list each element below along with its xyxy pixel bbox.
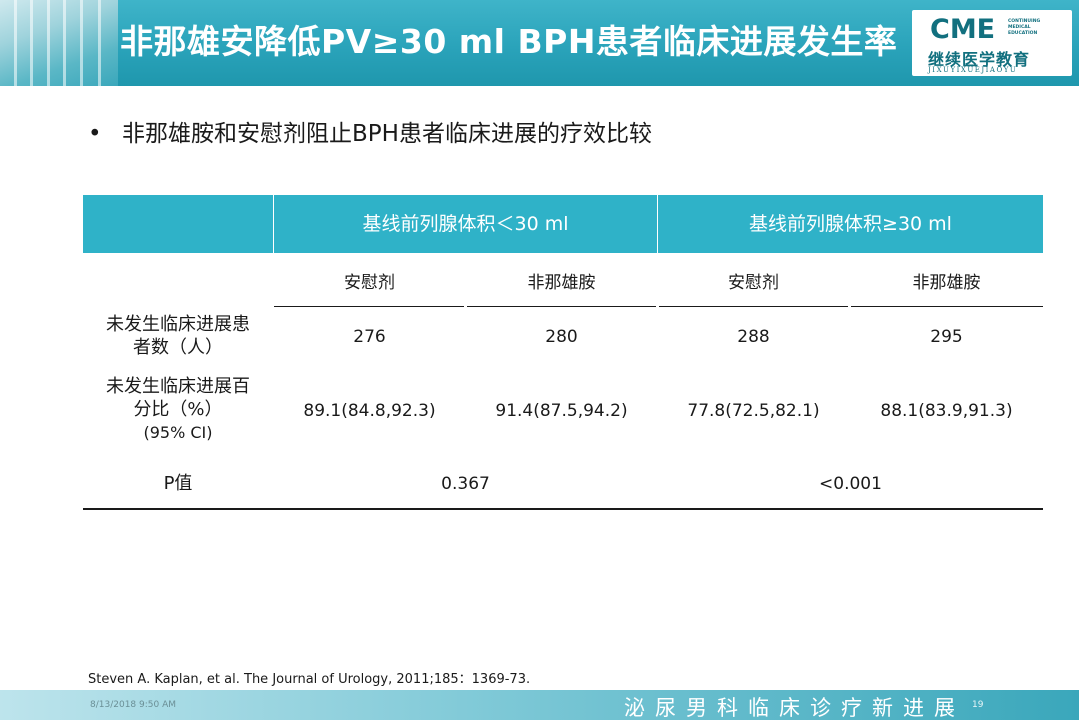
table-bottom-rule (83, 508, 1043, 510)
sub-header-rule (659, 306, 848, 307)
logo-cme-text: CME (930, 14, 996, 45)
table-cell: 288 (737, 327, 770, 347)
table-cell: 88.1(83.9,91.3) (880, 401, 1013, 421)
header-blank-cell (83, 195, 273, 253)
p-value-cell: 0.367 (441, 474, 490, 494)
sub-header-placebo: 安慰剂 (728, 273, 779, 293)
group-header-under-30: 基线前列腺体积＜30 ml (362, 213, 569, 235)
bullet-text: 非那雄胺和安慰剂阻止BPH患者临床进展的疗效比较 (122, 121, 652, 147)
table-cell: 280 (545, 327, 578, 347)
table-cell: 89.1(84.8,92.3) (303, 401, 436, 421)
logo-subtitle: CONTINUING MEDICAL EDUCATION (1008, 19, 1041, 36)
waterfall-image (0, 0, 118, 86)
page-number: 19 (972, 700, 984, 710)
header-divider (657, 195, 658, 253)
table-cell: 276 (353, 327, 386, 347)
table-header-band: 基线前列腺体积＜30 ml 基线前列腺体积≥30 ml (83, 195, 1043, 253)
logo-chinese-text: 继续医学教育 (928, 50, 1031, 69)
bullet-icon: • (88, 121, 102, 147)
sub-header-rule (274, 306, 464, 307)
footer-bar: 8/13/2018 9:50 AM 泌尿男科临床诊疗新进展 19 (0, 690, 1079, 720)
sub-header-rule (851, 306, 1043, 307)
table-cell: 77.8(72.5,82.1) (687, 401, 820, 421)
sub-header-finasteride: 非那雄胺 (912, 273, 981, 293)
cme-logo: CME CONTINUING MEDICAL EDUCATION 继续医学教育 … (912, 10, 1072, 76)
header-divider (273, 195, 274, 253)
reference-citation: Steven A. Kaplan, et al. The Journal of … (88, 672, 531, 687)
footer-date: 8/13/2018 9:50 AM (90, 700, 177, 710)
group-header-over-30: 基线前列腺体积≥30 ml (749, 213, 952, 235)
row-label-patients: 未发生临床进展患 者数（人） (106, 314, 250, 358)
row-label-percentage: 未发生临床进展百 分比（%） (95% CI) (106, 376, 250, 442)
row-label-p-value: P值 (163, 473, 193, 494)
p-value-cell: <0.001 (819, 474, 882, 494)
sub-header-placebo: 安慰剂 (344, 273, 395, 293)
logo-pinyin-text: JIXUYIXUEJIAOYU (928, 66, 1018, 74)
bullet-point: • 非那雄胺和安慰剂阻止BPH患者临床进展的疗效比较 (88, 114, 652, 148)
footer-title: 泌尿男科临床诊疗新进展 (624, 696, 965, 720)
slide-title: 非那雄安降低PV≥30 ml BPH患者临床进展发生率 (120, 22, 898, 61)
comparison-table: 基线前列腺体积＜30 ml 基线前列腺体积≥30 ml 安慰剂 非那雄胺 安慰剂… (83, 195, 1043, 510)
title-bar: 非那雄安降低PV≥30 ml BPH患者临床进展发生率 CME CONTINUI… (0, 0, 1079, 86)
table-cell: 295 (930, 327, 963, 347)
table-cell: 91.4(87.5,94.2) (495, 401, 628, 421)
sub-header-rule (467, 306, 656, 307)
sub-header-finasteride: 非那雄胺 (527, 273, 596, 293)
